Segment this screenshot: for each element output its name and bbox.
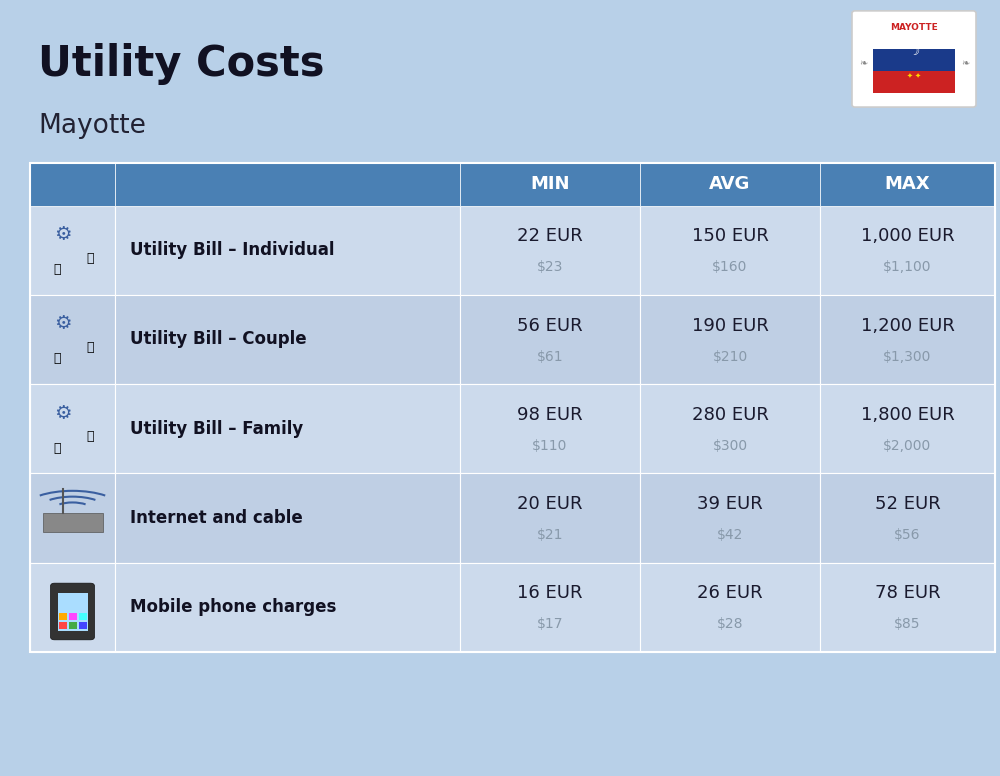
Text: 280 EUR: 280 EUR [692, 406, 768, 424]
Text: ⚙: ⚙ [54, 314, 71, 334]
Text: $61: $61 [537, 349, 563, 364]
Bar [30, 563, 115, 652]
Bar [873, 71, 955, 93]
Bar [460, 206, 640, 295]
Text: MIN: MIN [530, 175, 570, 193]
Bar [460, 384, 640, 473]
Text: 26 EUR: 26 EUR [697, 584, 763, 602]
Text: Utility Bill – Individual: Utility Bill – Individual [130, 241, 334, 259]
Bar [460, 473, 640, 563]
Text: ⚙: ⚙ [54, 404, 71, 423]
Text: Utility Costs: Utility Costs [38, 43, 324, 85]
Bar [30, 206, 115, 295]
Text: MAYOTTE: MAYOTTE [890, 23, 938, 32]
Text: 98 EUR: 98 EUR [517, 406, 583, 424]
Bar [640, 384, 820, 473]
Bar [30, 384, 115, 473]
Text: $210: $210 [712, 349, 748, 364]
Text: Utility Bill – Family: Utility Bill – Family [130, 420, 303, 438]
Bar [460, 563, 640, 652]
Text: $21: $21 [537, 528, 563, 542]
Text: ☽: ☽ [908, 45, 920, 58]
Bar [640, 163, 820, 206]
Text: $300: $300 [712, 438, 748, 453]
Text: Mobile phone charges: Mobile phone charges [130, 598, 336, 616]
Bar [640, 563, 820, 652]
Text: $42: $42 [717, 528, 743, 542]
Text: 39 EUR: 39 EUR [697, 495, 763, 513]
Bar [59, 622, 66, 629]
Bar [59, 613, 66, 620]
Bar [58, 594, 88, 631]
Text: 🔧: 🔧 [54, 263, 61, 276]
Bar [115, 473, 460, 563]
Text: $1,100: $1,100 [883, 260, 932, 275]
Text: ❧: ❧ [859, 58, 867, 68]
Text: $110: $110 [532, 438, 568, 453]
Bar [30, 473, 115, 563]
Text: $160: $160 [712, 260, 748, 275]
Text: $2,000: $2,000 [883, 438, 932, 453]
Bar [30, 163, 995, 652]
Text: $23: $23 [537, 260, 563, 275]
Bar [820, 563, 995, 652]
Bar [460, 163, 640, 206]
Text: AVG: AVG [709, 175, 751, 193]
FancyBboxPatch shape [50, 584, 94, 640]
Text: Internet and cable: Internet and cable [130, 509, 303, 527]
Bar [820, 163, 995, 206]
Text: $1,300: $1,300 [883, 349, 932, 364]
Text: 🔧: 🔧 [54, 352, 61, 365]
Text: 1,200 EUR: 1,200 EUR [861, 317, 954, 334]
Bar [79, 622, 87, 629]
Bar [68, 622, 76, 629]
Bar [820, 295, 995, 384]
Text: 🏠: 🏠 [87, 251, 94, 265]
Text: 22 EUR: 22 EUR [517, 227, 583, 245]
Bar [115, 384, 460, 473]
Text: 🏠: 🏠 [87, 341, 94, 354]
Bar [820, 206, 995, 295]
Bar [820, 384, 995, 473]
Bar [30, 295, 115, 384]
Text: 🔧: 🔧 [54, 442, 61, 455]
Bar [43, 513, 103, 532]
Bar [820, 473, 995, 563]
Text: 20 EUR: 20 EUR [517, 495, 583, 513]
Bar [30, 163, 115, 206]
Text: 52 EUR: 52 EUR [875, 495, 940, 513]
Text: Mayotte: Mayotte [38, 113, 146, 139]
Text: $17: $17 [537, 617, 563, 632]
FancyBboxPatch shape [852, 11, 976, 107]
Text: 78 EUR: 78 EUR [875, 584, 940, 602]
Text: 56 EUR: 56 EUR [517, 317, 583, 334]
Text: 1,000 EUR: 1,000 EUR [861, 227, 954, 245]
Text: 190 EUR: 190 EUR [692, 317, 768, 334]
Bar [68, 613, 76, 620]
Bar [115, 163, 460, 206]
Bar [640, 295, 820, 384]
Bar [115, 563, 460, 652]
Text: ⚙: ⚙ [54, 225, 71, 244]
Bar [873, 49, 955, 75]
Text: ✦ ✦: ✦ ✦ [907, 72, 921, 78]
Bar [79, 613, 87, 620]
Text: $85: $85 [894, 617, 921, 632]
Bar [640, 206, 820, 295]
Text: MAX: MAX [885, 175, 930, 193]
Text: $28: $28 [717, 617, 743, 632]
Text: 16 EUR: 16 EUR [517, 584, 583, 602]
Text: 🏠: 🏠 [87, 430, 94, 443]
Bar [460, 295, 640, 384]
Text: 150 EUR: 150 EUR [692, 227, 768, 245]
Text: $56: $56 [894, 528, 921, 542]
Text: Utility Bill – Couple: Utility Bill – Couple [130, 331, 307, 348]
Text: 1,800 EUR: 1,800 EUR [861, 406, 954, 424]
Bar [115, 295, 460, 384]
Bar [640, 473, 820, 563]
Bar [115, 206, 460, 295]
Text: ❧: ❧ [961, 58, 969, 68]
